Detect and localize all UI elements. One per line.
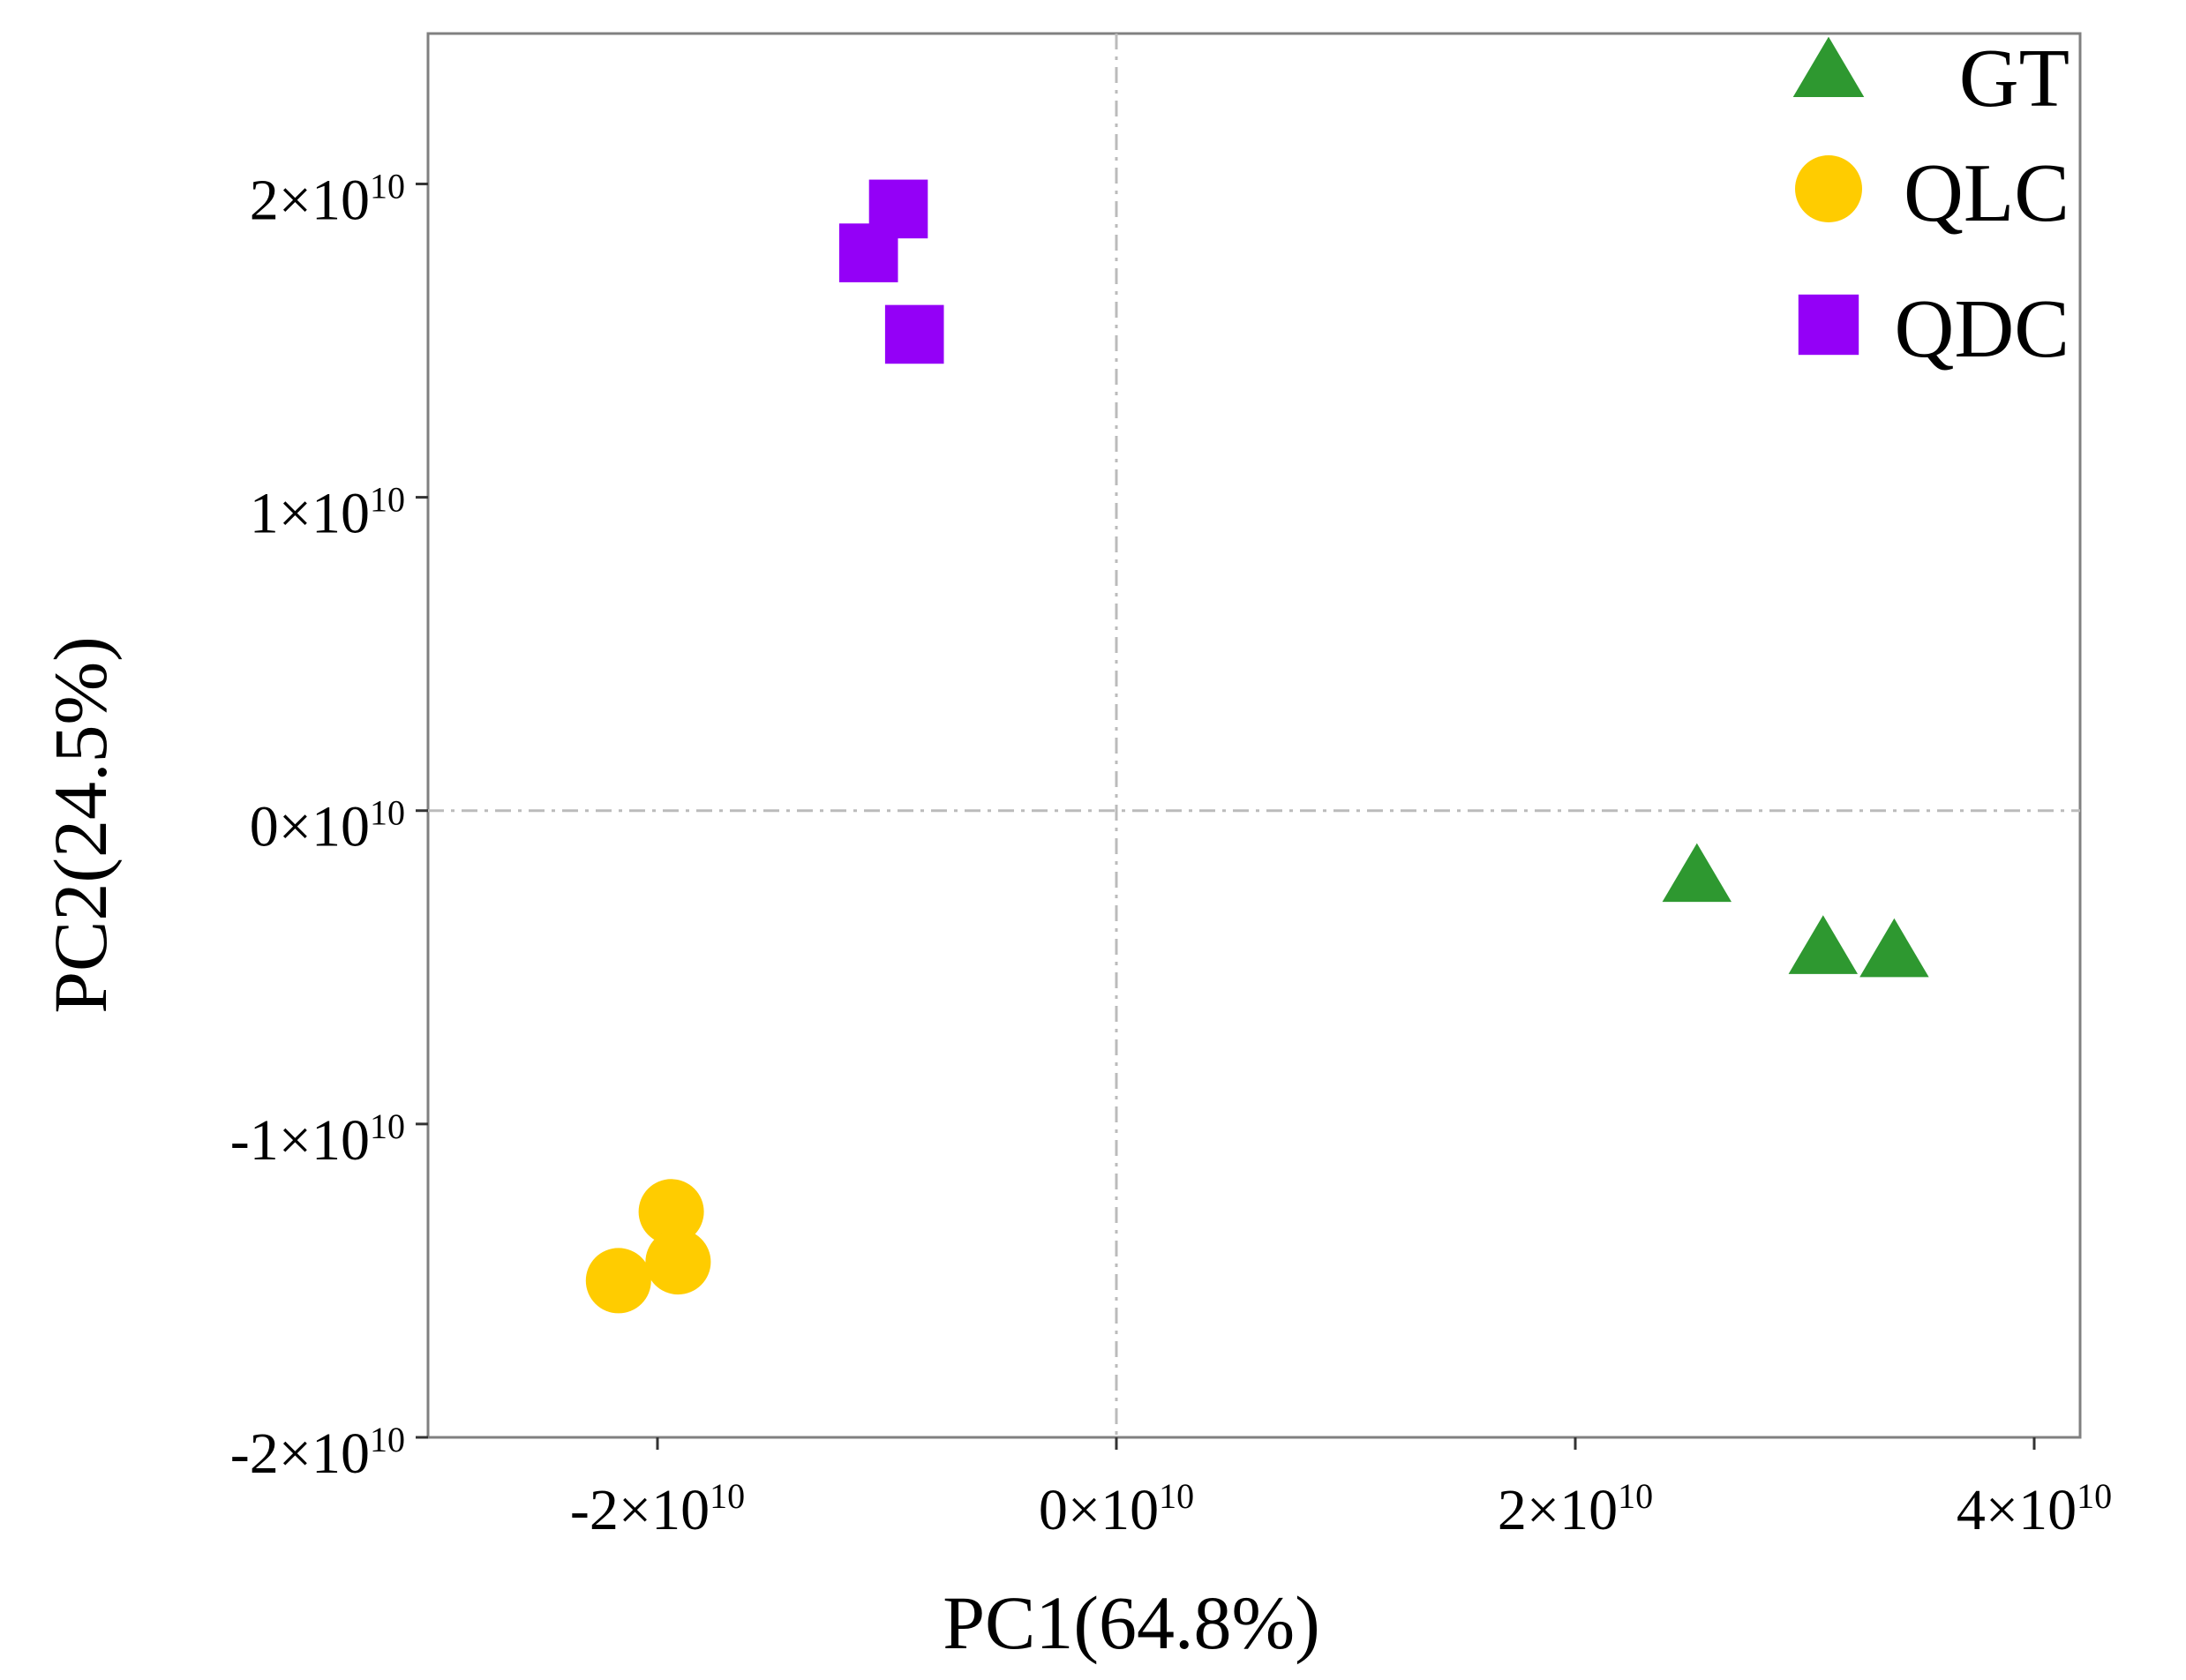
x-tick-label-mantissa: 2×10 bbox=[1498, 1478, 1618, 1542]
plot-frame bbox=[426, 32, 2082, 1439]
y-tick-label-mantissa: -1×10 bbox=[230, 1108, 370, 1173]
legend-item-gt: GT bbox=[1792, 33, 2070, 124]
legend-label-qlc: QLC bbox=[1904, 147, 2070, 239]
x-tick-label: 0×1010 bbox=[1039, 1476, 1194, 1542]
x-axis: -2×1010 0×1010 2×1010 4×1010 bbox=[570, 1437, 2112, 1542]
reference-lines bbox=[428, 34, 2080, 1437]
x-tick-label-exponent: 10 bbox=[2077, 1476, 2112, 1516]
qdc-point bbox=[838, 223, 898, 282]
x-tick-label-mantissa: -2×10 bbox=[570, 1478, 710, 1542]
qdc-point bbox=[884, 304, 944, 364]
y-tick-label-mantissa: 1×10 bbox=[250, 482, 370, 546]
x-tick-label-exponent: 10 bbox=[1618, 1476, 1653, 1516]
y-tick-label-exponent: 10 bbox=[370, 166, 405, 206]
series-qlc bbox=[585, 1179, 711, 1314]
qlc-point bbox=[645, 1229, 711, 1295]
gt-point bbox=[1788, 915, 1859, 974]
data-points bbox=[585, 179, 1929, 1314]
x-tick-label: 2×1010 bbox=[1498, 1476, 1653, 1542]
y-tick-label: -1×1010 bbox=[230, 1106, 405, 1173]
gt-point bbox=[1859, 918, 1929, 978]
y-tick-label: -2×1010 bbox=[230, 1420, 405, 1486]
legend: GT QLC QDC bbox=[1792, 33, 2070, 375]
y-tick-label-mantissa: -2×10 bbox=[230, 1421, 370, 1486]
y-axis-title: PC2(24.5%) bbox=[38, 636, 123, 1014]
qlc-point bbox=[585, 1248, 651, 1314]
y-tick-label-mantissa: 0×10 bbox=[250, 795, 370, 859]
y-tick-label-mantissa: 2×10 bbox=[250, 168, 370, 232]
qlc-point bbox=[638, 1179, 704, 1245]
legend-item-qdc: QDC bbox=[1798, 283, 2070, 375]
series-gt bbox=[1662, 843, 1929, 978]
x-axis-title: PC1(64.8%) bbox=[943, 1580, 1320, 1665]
y-tick-label-exponent: 10 bbox=[370, 793, 405, 833]
legend-label-qdc: QDC bbox=[1895, 283, 2070, 375]
x-tick-label-exponent: 10 bbox=[710, 1476, 745, 1516]
y-tick-label-exponent: 10 bbox=[370, 480, 405, 520]
y-tick-label-exponent: 10 bbox=[370, 1420, 405, 1459]
x-tick-label-mantissa: 4×10 bbox=[1957, 1478, 2077, 1542]
legend-square-icon bbox=[1798, 294, 1859, 356]
y-tick-label-exponent: 10 bbox=[370, 1106, 405, 1146]
x-tick-label-mantissa: 0×10 bbox=[1039, 1478, 1159, 1542]
legend-circle-icon bbox=[1795, 155, 1862, 222]
series-qdc bbox=[838, 179, 944, 364]
x-tick-label-exponent: 10 bbox=[1159, 1476, 1194, 1516]
y-tick-label: 1×1010 bbox=[250, 480, 405, 546]
y-tick-label: 2×1010 bbox=[250, 166, 405, 232]
legend-triangle-icon bbox=[1792, 36, 1865, 97]
legend-item-qlc: QLC bbox=[1795, 147, 2070, 239]
x-tick-label: 4×1010 bbox=[1957, 1476, 2112, 1542]
legend-label-gt: GT bbox=[1959, 33, 2070, 124]
y-tick-label: 0×1010 bbox=[250, 793, 405, 859]
gt-point bbox=[1662, 843, 1732, 903]
x-tick-label: -2×1010 bbox=[570, 1476, 745, 1542]
